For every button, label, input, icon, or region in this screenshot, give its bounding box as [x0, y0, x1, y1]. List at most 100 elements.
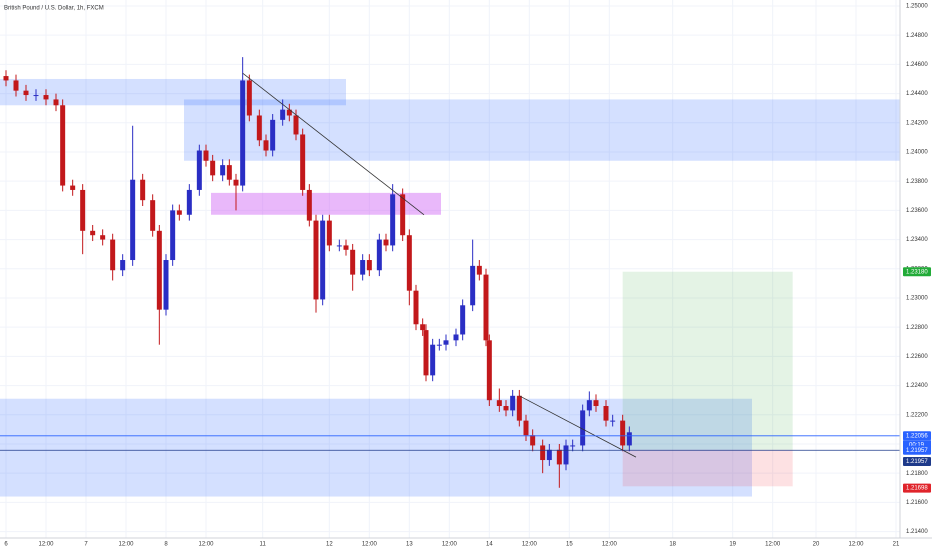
y-tick-label: 1.21800: [906, 471, 928, 477]
candle-body: [150, 200, 156, 231]
candle-body: [256, 115, 262, 141]
candle-body: [13, 80, 19, 91]
x-tick-label: 15: [566, 542, 573, 548]
candle-body: [420, 324, 426, 331]
candle-body: [423, 330, 429, 376]
candle-body: [176, 210, 182, 215]
price-label: 1.21957: [906, 459, 928, 465]
candle-body: [586, 400, 592, 411]
candle-body: [263, 140, 269, 151]
candle-body: [430, 344, 436, 376]
candle-body: [343, 245, 349, 250]
x-tick-label: 20: [813, 542, 820, 548]
candle-body: [383, 239, 389, 246]
candle-body: [220, 165, 226, 176]
x-tick-label: 12:00: [602, 542, 618, 548]
price-label: 1.21957: [906, 448, 928, 454]
candle-body: [246, 80, 252, 116]
candle-body: [400, 194, 406, 236]
chart-title: British Pound / U.S. Dollar, 1h, FXCM: [4, 6, 104, 12]
candle-body: [563, 445, 569, 465]
candle-body: [523, 420, 529, 436]
candle-body: [110, 239, 116, 271]
price-label: 1.21698: [906, 486, 928, 492]
price-label-bg: [903, 431, 931, 441]
candle-body: [570, 445, 576, 447]
candle-body: [503, 406, 509, 411]
x-tick-label: 12: [326, 542, 333, 548]
countdown-bg: [903, 440, 931, 450]
x-tick-label: 12:00: [765, 542, 781, 548]
candle-body: [100, 235, 106, 240]
y-tick-label: 1.24000: [906, 150, 928, 156]
x-tick-label: 12:00: [118, 542, 134, 548]
overlay: [0, 72, 900, 458]
price-label-bg: [903, 267, 931, 277]
y-tick-label: 1.23600: [906, 208, 928, 214]
candle-body: [300, 134, 306, 190]
candle-body: [620, 420, 626, 446]
x-tick-label: 14: [486, 542, 493, 548]
candle-body: [593, 400, 599, 407]
y-tick-label: 1.24600: [906, 62, 928, 68]
x-tick-label: 8: [164, 542, 168, 548]
candle-body: [33, 95, 39, 97]
candle-body: [163, 260, 169, 310]
candle-body: [366, 260, 372, 271]
y-tick-label: 1.22200: [906, 412, 928, 418]
y-tick-label: 1.21600: [906, 500, 928, 506]
candle-body: [280, 109, 286, 120]
candle-body: [293, 115, 299, 135]
x-tick-label: 12:00: [522, 542, 538, 548]
candle-body: [233, 179, 239, 186]
candle-body: [530, 435, 536, 446]
y-tick-label: 1.22400: [906, 383, 928, 389]
candle-body: [210, 160, 216, 176]
candle-body: [610, 420, 616, 422]
x-tick-label: 18: [669, 542, 676, 548]
candle-body: [320, 220, 326, 300]
grid: [0, 0, 900, 538]
x-tick-label: 6: [4, 542, 8, 548]
trendline: [242, 72, 425, 216]
candle-body: [53, 99, 59, 106]
candles: [3, 57, 632, 488]
candle-body: [3, 76, 9, 81]
candle-body: [286, 109, 292, 116]
countdown: 00:19: [909, 442, 925, 448]
y-tick-label: 1.21400: [906, 529, 928, 535]
price-label-bg: [903, 445, 931, 455]
x-tick-label: 12:00: [442, 542, 458, 548]
candle-body: [326, 220, 332, 246]
candle-body: [376, 239, 382, 271]
candle-body: [556, 449, 562, 465]
candle-body: [483, 274, 489, 341]
candle-body: [436, 344, 442, 346]
trendline: [519, 395, 637, 458]
y-tick-label: 1.24800: [906, 33, 928, 39]
zone: [622, 271, 793, 450]
price-label-bg: [903, 483, 931, 493]
candle-body: [130, 179, 136, 261]
candle-body: [540, 445, 546, 461]
x-tick-label: 12:00: [198, 542, 214, 548]
candle-body: [60, 105, 66, 186]
candle-body: [350, 249, 356, 275]
candle-body: [603, 406, 609, 421]
candle-body: [476, 265, 482, 275]
y-tick-label: 1.23000: [906, 296, 928, 302]
candle-body: [390, 194, 396, 246]
price-label-bg: [903, 456, 931, 466]
candle-body: [360, 260, 366, 275]
x-tick-label: 13: [406, 542, 413, 548]
candle-body: [496, 400, 502, 407]
candle-body: [516, 395, 522, 421]
candle-body: [156, 230, 162, 310]
candle-body: [580, 410, 586, 446]
y-tick-label: 1.23400: [906, 237, 928, 243]
candle-body: [70, 185, 76, 190]
candle-body: [170, 210, 176, 261]
x-tick-label: 7: [84, 542, 88, 548]
x-tick-label: 11: [260, 542, 267, 548]
